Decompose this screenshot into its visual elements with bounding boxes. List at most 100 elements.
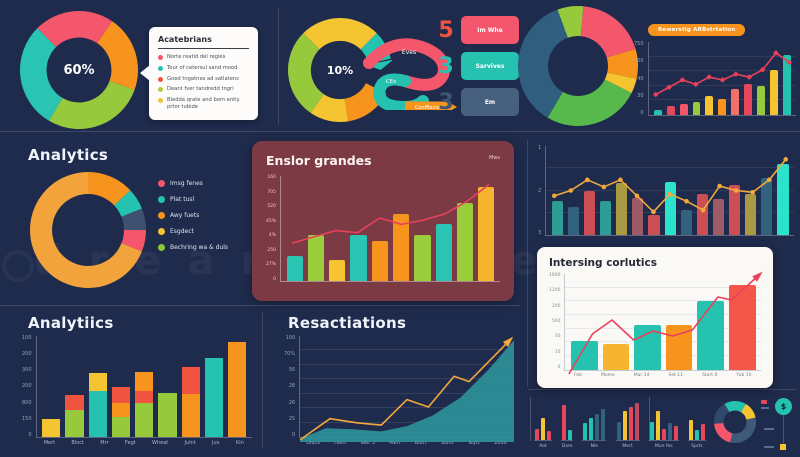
- x-tick-label: Julnt: [184, 440, 196, 446]
- donut-chart-top-right: [518, 6, 638, 126]
- legend-item: Bledda qrate and bom ently prtor tubide: [158, 97, 249, 111]
- y-tick-label: 250: [267, 247, 277, 253]
- y-tick-label: 100: [285, 335, 296, 341]
- mini-bars: [648, 403, 679, 441]
- bar: [654, 109, 662, 115]
- tick-dash-icon: [761, 407, 769, 409]
- stat-row: 5 Im Whe: [438, 16, 528, 44]
- x-tick-label: Fegt: [124, 440, 136, 446]
- bar: [664, 181, 676, 235]
- bar: [600, 201, 612, 235]
- y-tick-label: 4%: [268, 233, 277, 238]
- legend-dot-icon: [158, 180, 165, 187]
- x-tick-label: Mar 14: [633, 372, 650, 378]
- stat-box: Sarvives: [461, 52, 519, 80]
- x-axis: Feb Mome Mar 14 Set 11 Start 6 Yub 1h: [564, 371, 761, 379]
- y-tick-label: 2: [538, 187, 542, 194]
- stat-number: 3: [438, 89, 454, 115]
- bar: [551, 201, 563, 235]
- x-tick-label: Wer 3: [360, 440, 376, 446]
- bar: [567, 206, 579, 235]
- bar: [697, 300, 724, 370]
- slider-track: [782, 415, 784, 445]
- legend-dot-icon: [158, 76, 163, 82]
- y-tick-label: 160: [267, 175, 277, 180]
- x-tick-label: Soint: [440, 440, 454, 446]
- bar: [696, 194, 708, 235]
- bar: [393, 213, 410, 281]
- mini-chart-label: Mun fes: [654, 444, 673, 449]
- analytics-legend: Imsg fenes Plat tusl Awy fuets Esgdect Bechr…: [158, 180, 244, 260]
- bar: [756, 85, 765, 115]
- enslor-corner-label: Mws: [488, 155, 500, 161]
- y-axis: 1 2 3: [538, 146, 545, 236]
- y-axis: 160 705 520 45% 4% 250 27% 0: [266, 175, 280, 282]
- legend-dot-icon: [158, 228, 165, 235]
- red-marker-icon: [761, 400, 767, 404]
- legend-item: Awy fuets: [158, 212, 244, 219]
- c-donut-center-label: 10%: [326, 63, 354, 77]
- e-flow-arrow-label: Confflecis: [415, 105, 440, 110]
- y-tick-label: 26: [288, 399, 296, 406]
- donut-60-center-label: 60%: [63, 62, 95, 78]
- divider: [278, 8, 279, 124]
- chart-header-pill: Rewerstig ARBstrtation: [648, 24, 746, 36]
- y-tick-label: 30: [637, 92, 644, 99]
- mini-chart-label: Dom: [561, 444, 573, 449]
- donut-chart-60: 60%: [20, 11, 138, 129]
- legend-dot-icon: [158, 55, 163, 60]
- y-tick-label: 1: [538, 145, 542, 151]
- analytics-donut-chart: [30, 172, 146, 288]
- plot-area: [647, 42, 796, 116]
- mini-bars: [582, 403, 607, 441]
- bar: [371, 241, 388, 281]
- x-axis: Mert Bloct Mrr Fegt Wheat Julnt Jux Kin: [36, 438, 252, 446]
- x-tick-label: Yub 1h: [736, 372, 752, 378]
- stat-row: 3 Em: [438, 88, 528, 116]
- callout-pointer-icon: [140, 65, 150, 81]
- bar: [135, 336, 154, 437]
- mini-chart-label: Nle: [590, 444, 599, 449]
- bar: [158, 336, 177, 437]
- mini-chart-group: Sprts: [687, 403, 706, 449]
- divider: [0, 131, 800, 132]
- divider: [530, 397, 531, 441]
- divider: [0, 305, 520, 306]
- x-tick-label: Bloct: [71, 440, 84, 446]
- donut-chart-bottom-right: [714, 401, 756, 443]
- bar: [718, 98, 727, 115]
- x-tick-label: Start 6: [702, 372, 718, 378]
- legend-label: Tour of cetersul sand mood: [167, 64, 238, 71]
- bar: [616, 183, 628, 235]
- legend-item: Goed tngetnes ad satlatens: [158, 76, 249, 83]
- y-tick-label: 10: [554, 349, 561, 355]
- legend-dot-icon: [158, 212, 165, 219]
- x-tick-label: Mert: [389, 440, 401, 446]
- chart-mid-right: 1 2 3: [538, 146, 794, 236]
- e-flow-mid-label: CEs: [386, 79, 396, 85]
- enslor-panel: Enslor grandes Mws 160 705 520 45% 4% 250 27% 0: [252, 141, 514, 301]
- bar: [307, 234, 325, 281]
- legend-label: Imsg fenes: [170, 180, 203, 187]
- legend-item: Plat tusl: [158, 196, 244, 203]
- mini-chart-label: Mert: [622, 444, 633, 449]
- legend-dot-icon: [158, 87, 163, 93]
- x-tick-label: Wheat: [152, 440, 169, 446]
- bar: [111, 336, 131, 437]
- y-tick-label: 100: [22, 335, 32, 341]
- x-tick-label: Set 11: [668, 372, 684, 378]
- e-flow-diagram: Eves CEs Confflecis: [363, 38, 457, 110]
- bar: [666, 106, 675, 115]
- y-axis: 100 200 300 200 800 150 0: [22, 336, 36, 438]
- slider-handle: $: [775, 398, 792, 415]
- legend-item: Esgdect: [158, 228, 244, 235]
- legend-label: Deant fver tandredd tngri: [167, 86, 234, 93]
- y-tick-label: 200: [22, 383, 32, 390]
- bar: [782, 55, 791, 115]
- legend-dot-icon: [158, 65, 163, 71]
- bar: [648, 215, 660, 235]
- bar: [729, 185, 741, 235]
- bar: [745, 194, 757, 235]
- bar: [329, 260, 346, 281]
- intersing-panel-title: Intersing corlutics: [549, 257, 657, 269]
